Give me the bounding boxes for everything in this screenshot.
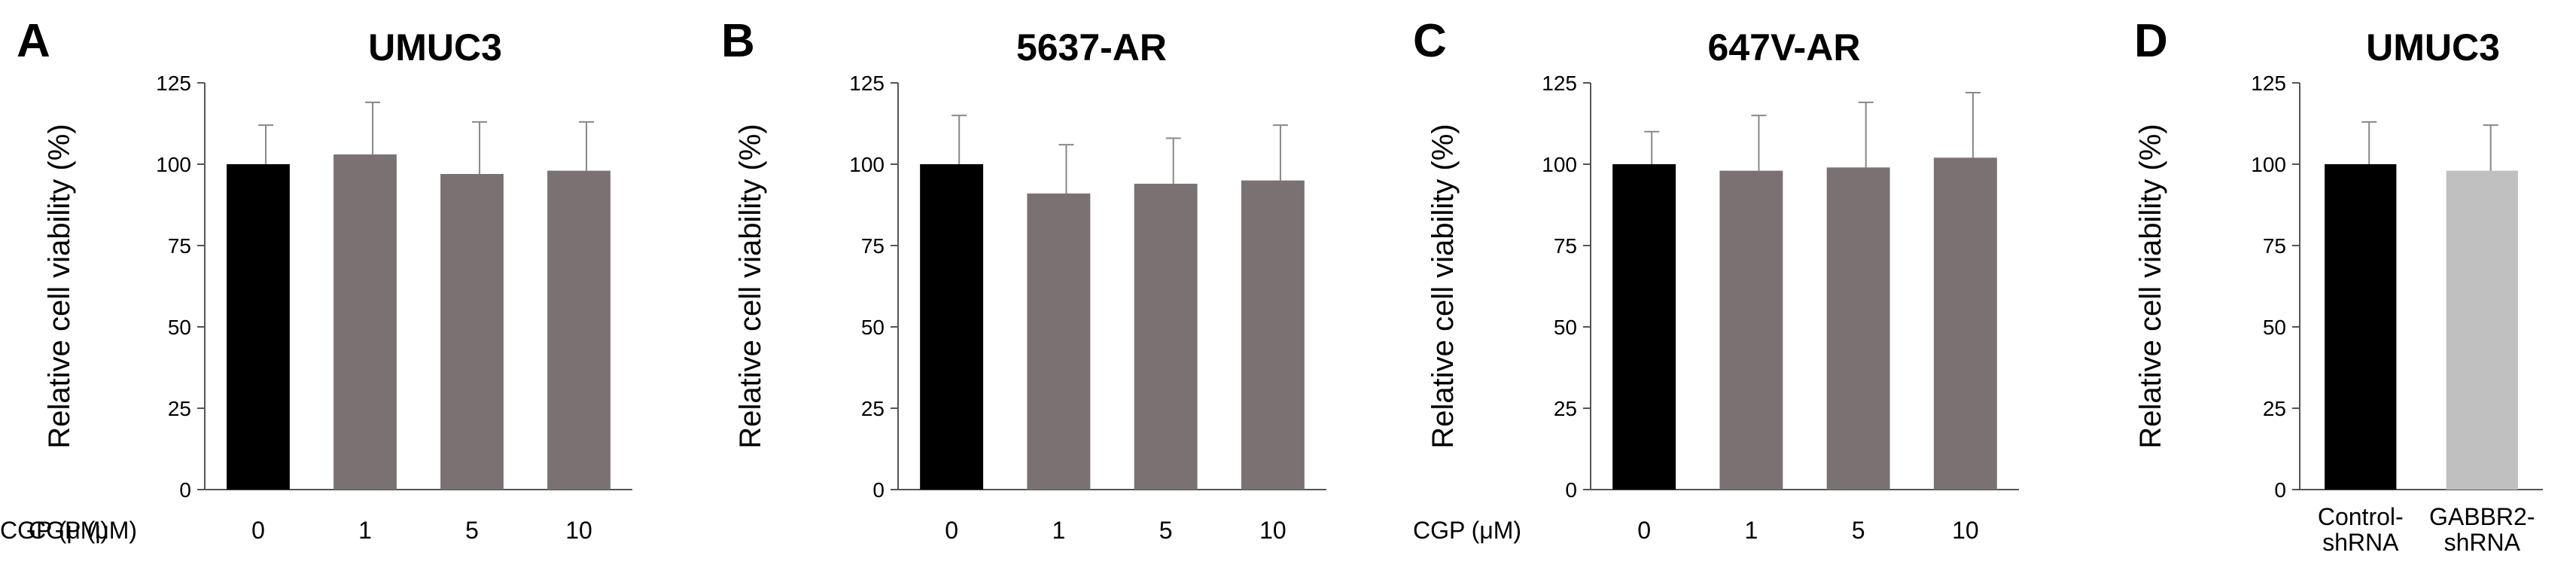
panel-2-bar-3 (1933, 157, 1997, 490)
panel-0-bar-0 (227, 164, 290, 490)
panel-1-letter: B (721, 15, 755, 67)
panel-0-bar-3 (547, 170, 611, 490)
panel-1-ylabel: Relative cell viability (%) (734, 124, 767, 448)
panel-3-category-0-line-0: Control- (2318, 503, 2404, 530)
panel-2-bar-2 (1826, 167, 1890, 490)
panel-1-category-0: 0 (945, 517, 958, 544)
panel-0-bar-2 (440, 173, 504, 490)
panel-1-ytick-label-5: 125 (849, 72, 885, 95)
panel-2-category-1: 1 (1744, 517, 1758, 544)
panel-2-ytick-label-4: 100 (1542, 153, 1577, 176)
panel-1-ytick-label-2: 50 (861, 316, 885, 339)
panel-1-category-2: 5 (1159, 517, 1173, 544)
panel-0-letter: A (17, 15, 50, 67)
panel-0-xlabel: CGP (μM) (29, 517, 137, 544)
panel-0-ytick-label-3: 75 (168, 234, 191, 258)
panel-3-ytick-label-4: 100 (2251, 153, 2286, 176)
panel-2-ytick-label-5: 125 (1542, 72, 1577, 95)
panel-3-category-1-line-0: GABBR2- (2429, 503, 2535, 530)
panel-3-bar-1 (2446, 170, 2518, 490)
panel-3-ytick-label-1: 25 (2263, 397, 2286, 420)
panel-3-ytick-label-2: 50 (2263, 316, 2286, 339)
panel-2-xlabel: CGP (μM) (1413, 517, 1521, 544)
panel-1-ytick-label-1: 25 (861, 397, 885, 420)
panel-1-category-3: 10 (1259, 517, 1286, 544)
panel-0-ytick-label-5: 125 (156, 72, 191, 95)
panel-1-title: 5637-AR (1016, 26, 1167, 69)
panel-2-ylabel: Relative cell viability (%) (1427, 124, 1460, 448)
panel-2-category-2: 5 (1852, 517, 1865, 544)
panel-2-letter: C (1413, 15, 1447, 67)
panel-0-bar-1 (333, 154, 397, 490)
panel-1-ytick-label-0: 0 (872, 478, 885, 502)
panel-1-bar-0 (920, 164, 984, 490)
panel-3-ytick-label-3: 75 (2263, 234, 2286, 258)
panel-2-bar-1 (1719, 170, 1783, 490)
panel-3-category-1-line-1: shRNA (2444, 529, 2521, 556)
panel-0-ytick-label-4: 100 (156, 153, 191, 176)
panel-3-ytick-label-0: 0 (2274, 478, 2286, 502)
panel-3-bar-0 (2325, 164, 2397, 490)
panel-1-ytick-label-4: 100 (849, 153, 885, 176)
panel-2-ytick-label-1: 25 (1554, 397, 1577, 420)
panel-2-category-0: 0 (1637, 517, 1651, 544)
panel-0-category-1: 1 (358, 517, 372, 544)
panel-3-ytick-label-5: 125 (2251, 72, 2286, 95)
panel-3-title: UMUC3 (2366, 26, 2500, 69)
panel-2-ytick-label-2: 50 (1554, 316, 1577, 339)
panel-2-category-3: 10 (1952, 517, 1979, 544)
panel-3-category-0-line-1: shRNA (2322, 529, 2399, 556)
panel-1-bar-1 (1027, 193, 1091, 490)
panel-0-title: UMUC3 (368, 26, 502, 69)
panel-1-category-1: 1 (1052, 517, 1065, 544)
panel-0-category-2: 5 (465, 517, 479, 544)
panel-0-category-0: 0 (251, 517, 265, 544)
panel-2-ytick-label-0: 0 (1565, 478, 1577, 502)
panel-1-bar-3 (1241, 180, 1305, 490)
panel-0-ylabel: Relative cell viability (%) (43, 124, 76, 448)
panel-2-ytick-label-3: 75 (1554, 234, 1577, 258)
panel-2-title: 647V-AR (1708, 26, 1861, 69)
panel-0-ytick-label-1: 25 (168, 397, 191, 420)
panel-0-ytick-label-0: 0 (179, 478, 191, 502)
panel-0-ytick-label-2: 50 (168, 316, 191, 339)
panel-1-bar-2 (1134, 183, 1198, 490)
panel-3-letter: D (2134, 15, 2168, 67)
panel-3-ylabel: Relative cell viability (%) (2134, 124, 2167, 448)
panel-2-bar-0 (1612, 164, 1676, 490)
panel-1-xlabel: CGP (μM) (0, 517, 108, 544)
panel-0-category-3: 10 (565, 517, 592, 544)
panel-1-ytick-label-3: 75 (861, 234, 885, 258)
